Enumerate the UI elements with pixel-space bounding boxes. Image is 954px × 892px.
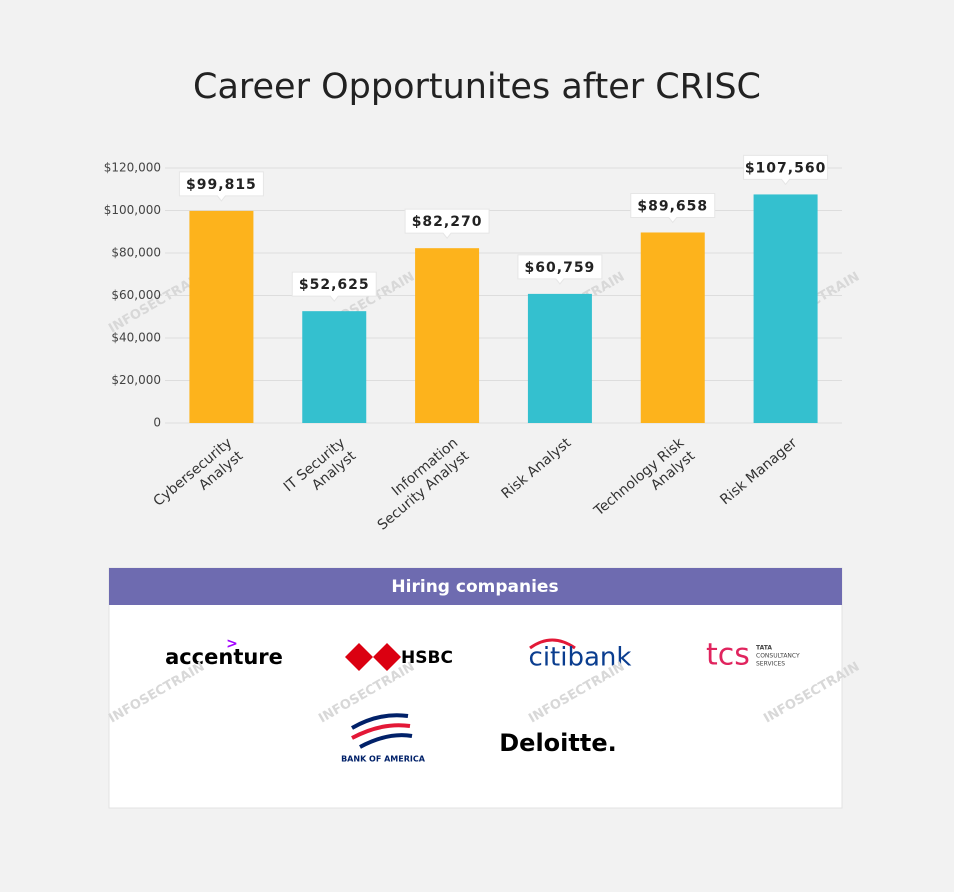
y-tick-label: $120,000 bbox=[104, 161, 161, 175]
value-label-box bbox=[178, 171, 264, 202]
company-logo: citibank bbox=[529, 643, 632, 673]
company-logo: Deloitte. bbox=[499, 729, 616, 757]
accenture-mark: > bbox=[226, 636, 238, 652]
company-logo: tcs bbox=[706, 638, 750, 673]
y-tick-label: $100,000 bbox=[104, 203, 161, 217]
bar bbox=[527, 293, 592, 423]
y-tick-label: $40,000 bbox=[111, 331, 161, 345]
bar bbox=[189, 210, 254, 423]
company-logo: accenture bbox=[165, 645, 283, 669]
bar bbox=[415, 248, 480, 423]
y-tick-label: 0 bbox=[153, 416, 161, 430]
value-label: $52,625 bbox=[299, 277, 370, 293]
hiring-title: Hiring companies bbox=[391, 577, 558, 597]
value-label: $60,759 bbox=[525, 260, 596, 276]
value-label-box bbox=[517, 254, 603, 285]
bar bbox=[640, 232, 705, 423]
value-label: $107,560 bbox=[745, 160, 827, 176]
y-tick-label: $20,000 bbox=[111, 373, 161, 387]
y-tick-label: $60,000 bbox=[111, 288, 161, 302]
value-label-box bbox=[630, 192, 716, 224]
tcs-subtitle: TATA bbox=[756, 645, 772, 652]
hsbc-icon bbox=[345, 643, 401, 671]
value-label: $99,815 bbox=[186, 177, 257, 193]
y-tick-label: $80,000 bbox=[111, 246, 161, 260]
value-label-box bbox=[743, 154, 829, 186]
tcs-subtitle: SERVICES bbox=[756, 661, 785, 668]
value-label-box bbox=[404, 208, 490, 239]
boa-flag bbox=[351, 713, 413, 749]
bar bbox=[302, 311, 367, 423]
hiring-panel bbox=[108, 567, 843, 809]
company-logo: HSBC bbox=[401, 648, 453, 668]
hiring-header bbox=[109, 568, 842, 605]
citi-arc bbox=[529, 638, 576, 650]
value-label: $89,658 bbox=[637, 198, 708, 214]
value-label-box bbox=[291, 271, 377, 302]
value-label: $82,270 bbox=[412, 214, 483, 230]
bar bbox=[753, 194, 818, 423]
tcs-subtitle: CONSULTANCY bbox=[756, 653, 800, 660]
chart-title: Career Opportunites after CRISC bbox=[193, 67, 761, 107]
company-logo: BANK OF AMERICA bbox=[341, 755, 426, 764]
